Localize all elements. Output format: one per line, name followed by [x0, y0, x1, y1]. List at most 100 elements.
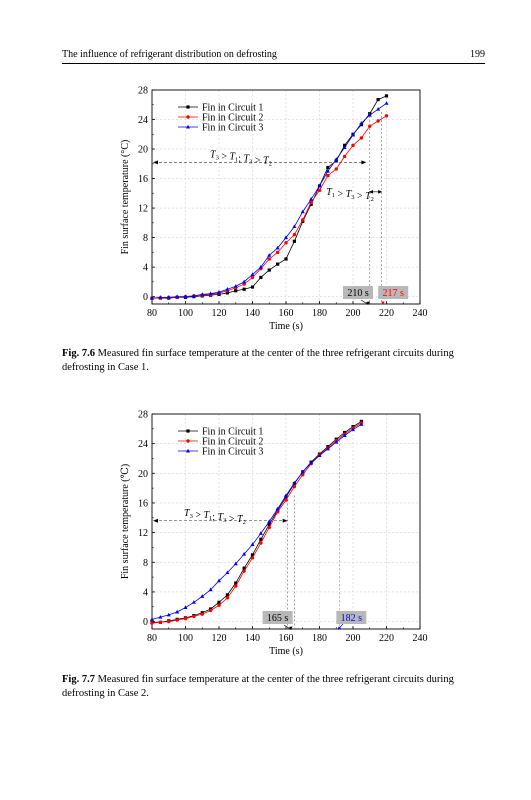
- region-arrowhead-left: [153, 160, 158, 165]
- region-arrowhead-left: [153, 518, 158, 523]
- data-point: [351, 143, 355, 148]
- annotations: T3 > T1; T3 > T2 T1 > T3 > T2 210 s 217 s: [153, 112, 409, 305]
- y-axis-label: Fin surface temperature (°C): [120, 140, 131, 255]
- data-point: [166, 295, 171, 299]
- data-point: [150, 617, 154, 621]
- data-point: [208, 608, 213, 613]
- data-point: [166, 612, 171, 617]
- figure-7-7-caption: Fig. 7.7 Measured fin surface temperatur…: [62, 673, 485, 701]
- data-point: [292, 239, 296, 243]
- data-point: [384, 101, 389, 105]
- data-point: [259, 275, 263, 280]
- legend-entry: Fin in Circuit 2: [202, 437, 263, 448]
- data-point: [150, 621, 154, 625]
- time-box-right-bg: [378, 286, 409, 299]
- y-tick-label: 8: [143, 558, 148, 569]
- data-point: [250, 553, 255, 557]
- data-point: [267, 525, 271, 530]
- data-point: [175, 294, 180, 299]
- x-tick-label: 160: [279, 633, 294, 644]
- y-tick-label: 8: [143, 233, 148, 244]
- caption-label: Fig. 7.6: [62, 348, 95, 359]
- bracket-arrowhead-left: [368, 190, 374, 194]
- y-tick-label: 28: [138, 86, 148, 97]
- data-point: [225, 596, 230, 600]
- data-point: [217, 289, 221, 294]
- data-point: [267, 519, 272, 523]
- data-point: [292, 480, 297, 485]
- x-axis-label: Time (s): [269, 646, 303, 657]
- data-point: [342, 145, 347, 150]
- data-point: [250, 556, 255, 560]
- data-point: [359, 136, 364, 140]
- page-number: 199: [470, 49, 485, 60]
- data-point: [292, 232, 297, 237]
- data-point: [292, 224, 297, 229]
- data-point: [276, 262, 280, 266]
- y-tick-label: 0: [143, 292, 148, 303]
- data-point: [317, 188, 322, 193]
- time-box-left-bg: [262, 611, 293, 624]
- data-point: [284, 235, 288, 240]
- time-box-left-bg: [343, 286, 374, 299]
- data-point: [234, 289, 238, 293]
- data-point: [183, 294, 188, 299]
- annotations: T3 > T1; T3 > T2 165 s 182 s: [153, 436, 367, 630]
- bracket-arrowhead-right: [378, 190, 383, 194]
- x-tick-label: 160: [279, 308, 294, 319]
- legend-marker: [186, 439, 190, 443]
- data-point: [234, 584, 238, 588]
- data-point: [334, 439, 339, 444]
- data-point: [342, 154, 347, 159]
- data-point: [242, 569, 246, 573]
- x-tick-label: 200: [346, 633, 361, 644]
- data-point: [267, 522, 271, 527]
- data-point: [376, 97, 380, 102]
- data-point: [334, 167, 338, 171]
- data-point: [233, 561, 238, 566]
- data-point: [208, 587, 213, 592]
- series-3: [150, 101, 389, 300]
- data-point: [258, 264, 263, 269]
- upper-relation-label: T3 > T1; T3 > T2: [210, 149, 272, 167]
- data-point: [284, 257, 288, 261]
- data-point: [250, 275, 255, 280]
- data-point: [267, 268, 271, 272]
- data-point: [250, 542, 255, 546]
- leader-arrowhead: [289, 626, 293, 630]
- data-point: [284, 241, 288, 245]
- y-tick-label: 24: [138, 439, 148, 450]
- data-point: [167, 619, 171, 624]
- time-box-right-bg: [336, 611, 367, 624]
- y-tick-label: 16: [138, 498, 148, 509]
- data-point: [351, 132, 355, 137]
- data-point: [217, 578, 221, 583]
- data-point: [317, 453, 322, 458]
- y-tick-label: 20: [138, 145, 148, 156]
- data-point: [175, 618, 179, 622]
- data-point: [150, 295, 154, 300]
- caption-text: Measured fin surface temperature at the …: [62, 348, 454, 373]
- legend-marker: [186, 429, 190, 433]
- caption-label: Fig. 7.7: [62, 674, 95, 685]
- data-point: [250, 272, 255, 276]
- legend-marker: [186, 105, 190, 109]
- data-point: [359, 422, 364, 426]
- data-point: [259, 541, 263, 545]
- legend-entry: Fin in Circuit 1: [202, 103, 263, 114]
- data-point: [200, 612, 204, 616]
- data-point: [359, 121, 364, 125]
- series-3: [150, 422, 364, 621]
- data-point: [300, 469, 305, 474]
- data-point: [275, 245, 280, 250]
- x-tick-label: 180: [312, 633, 327, 644]
- data-point: [384, 114, 389, 118]
- data-point: [325, 446, 330, 451]
- time-box-left: 165 s: [267, 613, 289, 624]
- region-arrowhead-right: [361, 160, 367, 165]
- running-title: The influence of refrigerant distributio…: [62, 49, 277, 60]
- y-tick-label: 12: [138, 204, 148, 215]
- x-tick-label: 180: [312, 308, 327, 319]
- data-point: [284, 493, 288, 498]
